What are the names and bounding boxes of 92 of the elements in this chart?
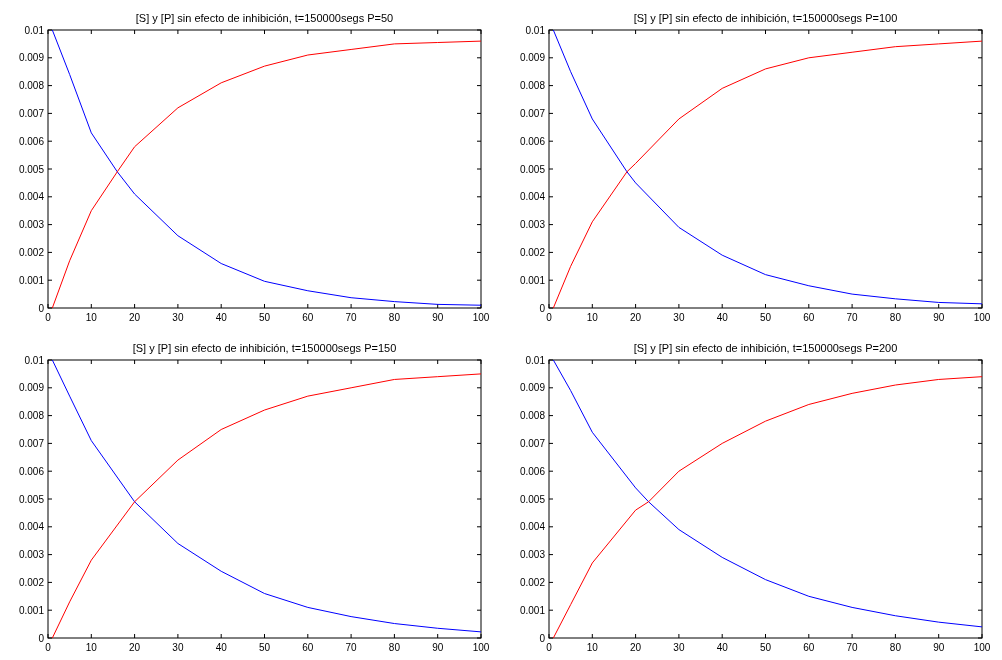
x-tick-label: 100 bbox=[472, 642, 490, 653]
y-tick-label: 0.002 bbox=[519, 576, 546, 588]
x-tick-label: 50 bbox=[258, 642, 271, 653]
x-tick-label: 60 bbox=[302, 312, 314, 323]
y-tick-label: 0 bbox=[38, 632, 45, 644]
x-tick-label: 40 bbox=[716, 312, 729, 323]
x-tick-label: 20 bbox=[630, 312, 642, 323]
x-tick-label: 90 bbox=[933, 312, 945, 323]
x-tick-label: 60 bbox=[803, 312, 815, 323]
x-tick-label: 50 bbox=[759, 642, 772, 653]
x-tick-label: 70 bbox=[345, 312, 358, 323]
y-tick-label: 0.007 bbox=[519, 107, 546, 119]
y-tick-label: 0.002 bbox=[18, 576, 45, 588]
x-tick-label: 40 bbox=[215, 312, 228, 323]
y-tick-label: 0.006 bbox=[519, 135, 546, 147]
y-tick-label: 0.001 bbox=[18, 604, 45, 616]
y-tick-label: 0.006 bbox=[18, 135, 45, 147]
y-tick-label: 0.008 bbox=[519, 80, 546, 92]
chart-title: [S] y [P] sin efecto de inhibición, t=150000segs P=150 bbox=[132, 342, 397, 354]
y-tick-label: 0.002 bbox=[519, 246, 546, 258]
y-tick-label: 0.008 bbox=[18, 80, 45, 92]
y-tick-label: 0.008 bbox=[18, 410, 45, 422]
y-tick-label: 0.009 bbox=[519, 382, 546, 394]
x-tick-label: 10 bbox=[586, 312, 599, 323]
y-tick-label: 0.008 bbox=[519, 410, 546, 422]
y-tick-label: 0.005 bbox=[18, 493, 45, 505]
y-tick-label: 0.005 bbox=[519, 493, 546, 505]
y-tick-label: 0.003 bbox=[18, 219, 45, 231]
y-tick-label: 0.007 bbox=[519, 437, 546, 449]
x-tick-label: 30 bbox=[172, 312, 184, 323]
y-tick-label: 0.001 bbox=[18, 274, 45, 286]
x-tick-label: 90 bbox=[933, 642, 945, 653]
x-tick-label: 50 bbox=[759, 312, 772, 323]
x-tick-label: 50 bbox=[258, 312, 271, 323]
x-tick-label: 60 bbox=[302, 642, 314, 653]
x-tick-label: 0 bbox=[45, 312, 52, 323]
y-tick-label: 0.003 bbox=[519, 219, 546, 231]
y-tick-label: 0.009 bbox=[18, 382, 45, 394]
x-tick-label: 30 bbox=[172, 642, 184, 653]
y-tick-label: 0.001 bbox=[519, 604, 546, 616]
x-tick-label: 30 bbox=[673, 312, 685, 323]
y-tick-label: 0.01 bbox=[525, 354, 546, 366]
y-tick-label: 0.004 bbox=[519, 521, 546, 533]
y-tick-label: 0.005 bbox=[18, 163, 45, 175]
x-tick-label: 60 bbox=[803, 642, 815, 653]
x-tick-label: 0 bbox=[546, 312, 553, 323]
x-tick-label: 70 bbox=[846, 642, 859, 653]
y-tick-label: 0 bbox=[539, 632, 546, 644]
y-tick-label: 0.009 bbox=[18, 52, 45, 64]
x-tick-label: 80 bbox=[388, 312, 401, 323]
y-tick-label: 0 bbox=[539, 302, 546, 314]
x-tick-label: 10 bbox=[85, 642, 98, 653]
x-tick-label: 90 bbox=[432, 312, 444, 323]
y-tick-label: 0.005 bbox=[519, 163, 546, 175]
x-tick-label: 20 bbox=[630, 642, 642, 653]
y-tick-label: 0.01 bbox=[24, 354, 45, 366]
y-tick-label: 0.006 bbox=[519, 465, 546, 477]
x-tick-label: 100 bbox=[472, 312, 490, 323]
x-tick-label: 0 bbox=[45, 642, 52, 653]
y-tick-label: 0.01 bbox=[525, 24, 546, 36]
y-tick-label: 0.002 bbox=[18, 246, 45, 258]
x-tick-label: 70 bbox=[846, 312, 859, 323]
y-tick-label: 0.003 bbox=[519, 549, 546, 561]
x-tick-label: 100 bbox=[973, 312, 991, 323]
y-tick-label: 0.004 bbox=[18, 191, 45, 203]
y-tick-label: 0.001 bbox=[519, 274, 546, 286]
chart-title: [S] y [P] sin efecto de inhibición, t=150000segs P=100 bbox=[633, 12, 898, 24]
x-tick-label: 80 bbox=[889, 312, 902, 323]
x-tick-label: 40 bbox=[215, 642, 228, 653]
y-tick-label: 0.006 bbox=[18, 465, 45, 477]
x-tick-label: 10 bbox=[586, 642, 599, 653]
y-tick-label: 0.01 bbox=[24, 24, 45, 36]
y-tick-label: 0.007 bbox=[18, 437, 45, 449]
x-tick-label: 0 bbox=[546, 642, 553, 653]
chart-title: [S] y [P] sin efecto de inhibición, t=150000segs P=50 bbox=[135, 12, 394, 24]
x-tick-label: 20 bbox=[129, 312, 141, 323]
x-tick-label: 30 bbox=[673, 642, 685, 653]
x-tick-label: 100 bbox=[973, 642, 991, 653]
x-tick-label: 80 bbox=[388, 642, 401, 653]
y-tick-label: 0.007 bbox=[18, 107, 45, 119]
x-tick-label: 80 bbox=[889, 642, 902, 653]
y-tick-label: 0.004 bbox=[18, 521, 45, 533]
x-tick-label: 90 bbox=[432, 642, 444, 653]
x-tick-label: 20 bbox=[129, 642, 141, 653]
y-tick-label: 0 bbox=[38, 302, 45, 314]
x-tick-label: 10 bbox=[85, 312, 98, 323]
y-tick-label: 0.003 bbox=[18, 549, 45, 561]
y-tick-label: 0.004 bbox=[519, 191, 546, 203]
y-tick-label: 0.009 bbox=[519, 52, 546, 64]
x-tick-label: 70 bbox=[345, 642, 358, 653]
x-tick-label: 40 bbox=[716, 642, 729, 653]
chart-title: [S] y [P] sin efecto de inhibición, t=150000segs P=200 bbox=[633, 342, 898, 354]
